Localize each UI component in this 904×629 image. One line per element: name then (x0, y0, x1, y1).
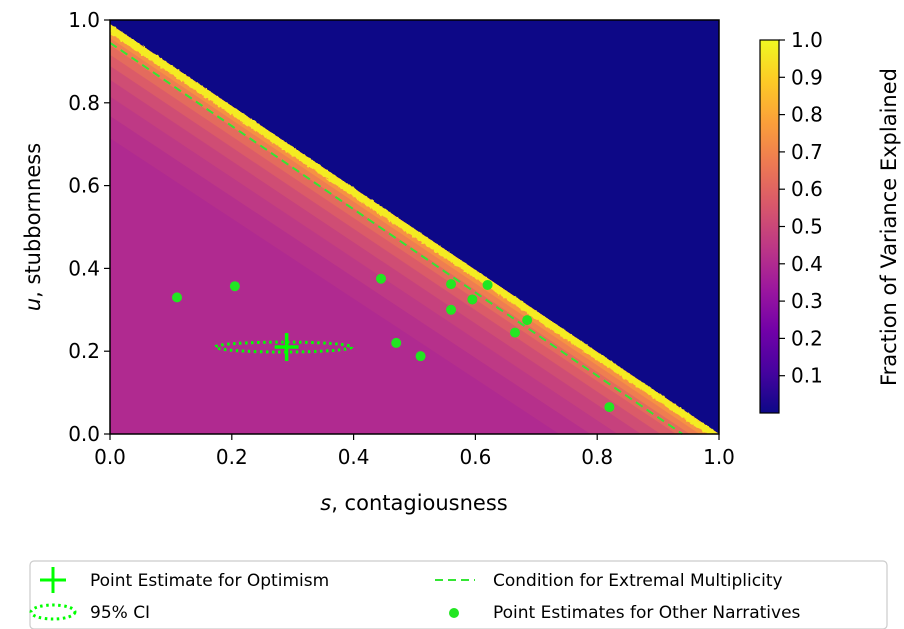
y-tick-label: 0.4 (68, 256, 100, 280)
plot-frame (109, 19, 720, 435)
y-tick-label: 0.2 (68, 339, 100, 363)
y-tick-label: 0.0 (68, 422, 100, 446)
colorbar-tick-label: 0.7 (791, 140, 823, 164)
other-narrative-point (446, 304, 457, 315)
colorbar-tick-label: 0.9 (791, 65, 823, 89)
y-axis-label: u, stubbornness (21, 143, 45, 311)
x-tick-label: 0.8 (581, 445, 613, 469)
condition-line (109, 41, 684, 435)
legend: Point Estimate for Optimism Condition fo… (29, 560, 888, 629)
colorbar-tick-label: 0.1 (791, 364, 823, 388)
colorbar-label: Fraction of Variance Explained (877, 68, 901, 386)
heatmap-edge (110, 24, 719, 434)
colorbar-tick-label: 0.4 (791, 252, 823, 276)
legend-label-other-points: Point Estimates for Other Narratives (493, 603, 801, 623)
other-narrative-point (467, 294, 478, 305)
colorbar-tick-label: 0.5 (791, 215, 823, 239)
colorbar-tick-label: 0.3 (791, 289, 823, 313)
x-tick-label: 0.6 (459, 445, 491, 469)
y-tick-label: 1.0 (68, 8, 100, 32)
x-axis: 0.0 0.2 0.4 0.6 0.8 1.0 (94, 434, 735, 469)
colorbar-gradient (760, 40, 779, 413)
other-narrative-point (509, 327, 520, 338)
legend-item-point-estimate: Point Estimate for Optimism (40, 567, 329, 593)
legend-item-ci: 95% CI (29, 603, 150, 623)
legend-label-ci: 95% CI (90, 603, 150, 623)
other-narrative-point (171, 292, 182, 303)
x-tick-label: 1.0 (703, 445, 735, 469)
heatmap-layer (110, 24, 719, 434)
other-narrative-point (391, 337, 402, 348)
colorbar-tick-label: 0.8 (791, 103, 823, 127)
legend-item-other-points: Point Estimates for Other Narratives (449, 603, 801, 623)
other-narrative-point (482, 279, 493, 290)
y-tick-label: 0.6 (68, 174, 100, 198)
legend-label-point-estimate: Point Estimate for Optimism (90, 571, 329, 591)
x-tick-label: 0.4 (338, 445, 370, 469)
x-axis-label: s, contagiousness (320, 491, 507, 515)
x-tick-label: 0.0 (94, 445, 126, 469)
other-narrative-point (522, 315, 533, 326)
legend-item-condition: Condition for Extremal Multiplicity (435, 571, 783, 591)
x-tick-label: 0.2 (216, 445, 248, 469)
y-tick-label: 0.8 (68, 91, 100, 115)
legend-dotted-ellipse-icon (29, 603, 77, 621)
colorbar-tick-label: 0.2 (791, 326, 823, 350)
plot-area (109, 19, 720, 435)
colorbar-tick-label: 1.0 (791, 28, 823, 52)
legend-dot-icon (449, 608, 459, 618)
other-narrative-point (604, 402, 615, 413)
other-narrative-point (376, 273, 387, 284)
y-axis: 0.0 0.2 0.4 0.6 0.8 1.0 (68, 8, 110, 446)
other-narrative-point (446, 279, 457, 290)
other-narrative-point (229, 281, 240, 292)
other-points (171, 273, 615, 413)
point-estimate-marker (274, 333, 299, 362)
colorbar-ticks: 0.1 0.2 0.3 0.4 0.5 0.6 0.7 0.8 0.9 1.0 (779, 28, 823, 388)
legend-label-condition: Condition for Extremal Multiplicity (493, 571, 783, 591)
legend-frame (29, 560, 888, 629)
ci-ellipse (213, 340, 354, 354)
other-narrative-point (415, 351, 426, 362)
colorbar: 0.1 0.2 0.3 0.4 0.5 0.6 0.7 0.8 0.9 1.0 Fraction … (759, 28, 901, 414)
colorbar-tick-label: 0.6 (791, 177, 823, 201)
